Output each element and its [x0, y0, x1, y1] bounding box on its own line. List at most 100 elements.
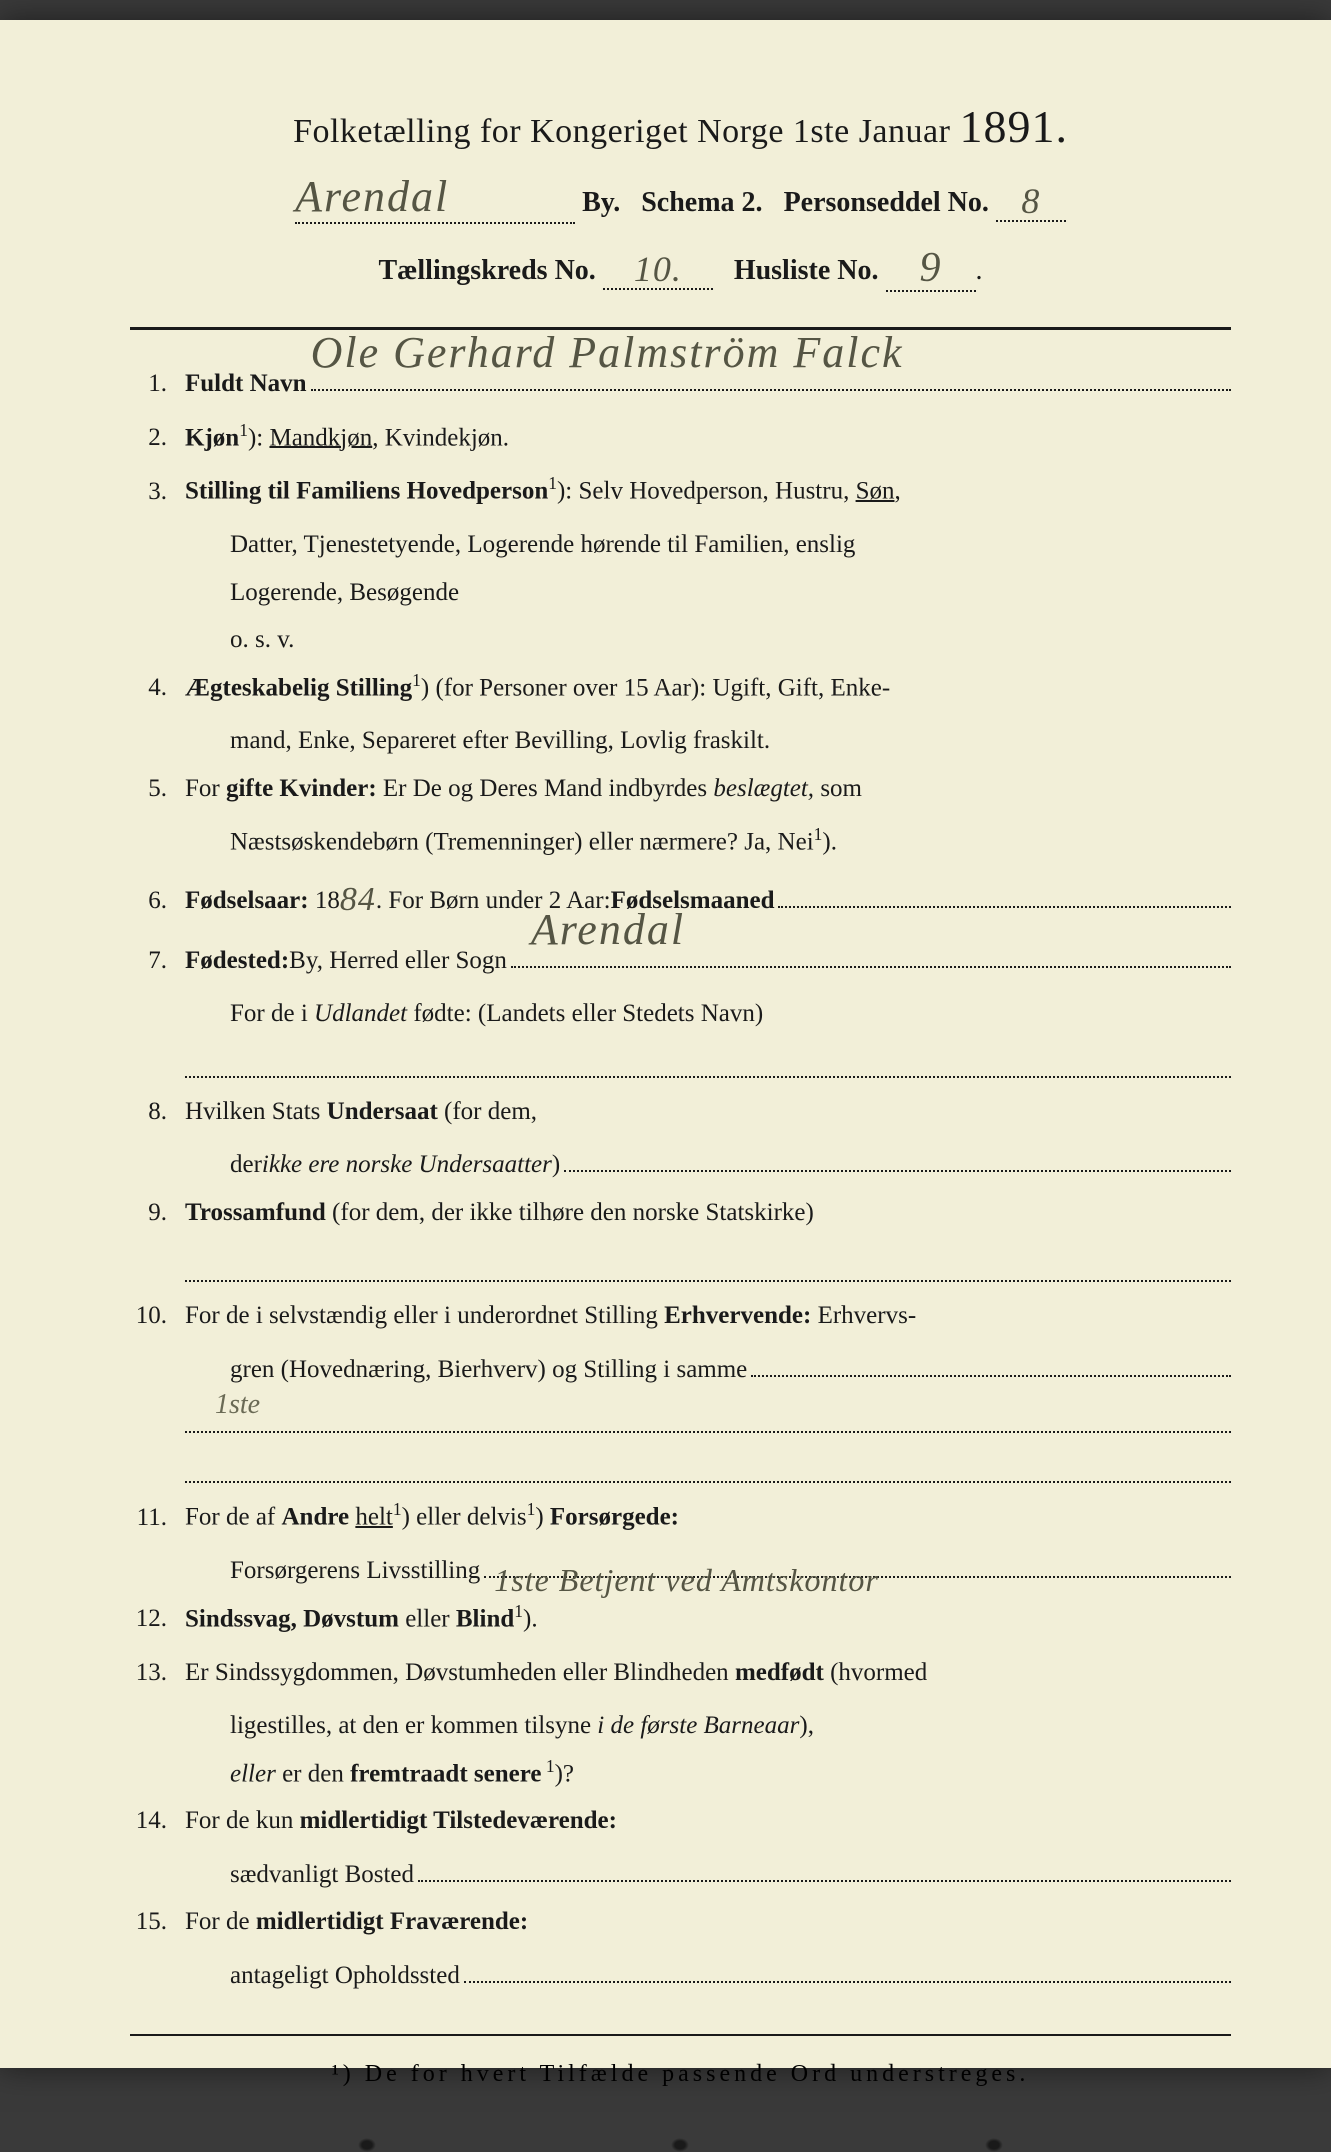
- city-field: Arendal: [295, 171, 575, 224]
- q10-hw: 1ste: [215, 1378, 260, 1431]
- q8-line2-wrap: der ikke ere norske Undersaatter): [130, 1141, 1231, 1189]
- q13-2it: i de første Barneaar: [597, 1712, 799, 1739]
- q6-content: Fødselsaar: 1884. For Børn under 2 Aar: …: [185, 866, 1231, 931]
- q3-line1b: ,: [894, 478, 900, 505]
- q5-pre: For: [185, 775, 226, 802]
- q13-3c: )?: [555, 1760, 574, 1787]
- q5-line2-wrap: Næstsøskendebørn (Tremenninger) eller næ…: [130, 818, 1231, 866]
- q12-label: Sindssvag, Døvstum: [185, 1605, 399, 1632]
- q7-end: fødte: (Landets eller Stedets Navn): [407, 1000, 763, 1027]
- q15-row: 15. For de midlertidigt Fraværende:: [130, 1898, 1231, 1946]
- q3-line1a: Selv Hovedperson, Hustru,: [579, 478, 856, 505]
- title-prefix: Folketælling for Kongeriget Norge 1ste J…: [293, 113, 950, 150]
- q2-row: 2. Kjøn1): Mandkjøn, Kvindekjøn.: [130, 414, 1231, 462]
- q13-3a: er den: [276, 1760, 350, 1787]
- by-label: By.: [582, 187, 620, 218]
- q6-prefix: 18: [315, 877, 340, 925]
- q7-label: Fødested:: [185, 937, 289, 985]
- personseddel-field: 8: [996, 178, 1066, 222]
- q10-1c: Erhvervs-: [811, 1302, 916, 1329]
- q10-blank: 1ste: [185, 1393, 1231, 1433]
- q4-num: 4.: [130, 664, 185, 712]
- q13-2b: ),: [799, 1712, 814, 1739]
- q15-1a: For de: [185, 1908, 256, 1935]
- q8-fill: [564, 1142, 1231, 1172]
- q13-line3-wrap: eller er den fremtraadt senere 1)?: [130, 1750, 1231, 1798]
- q11-field: 1ste Betjent ved Amtskontor: [484, 1548, 1231, 1578]
- q10-num: 10.: [130, 1292, 185, 1340]
- q7-line2: For de i: [230, 1000, 314, 1027]
- q13-num: 13.: [130, 1649, 185, 1697]
- q8-row: 8. Hvilken Stats Undersaat (for dem,: [130, 1088, 1231, 1136]
- q11-line2: Forsørgerens Livsstilling: [230, 1547, 480, 1595]
- q2-content: Kjøn1): Mandkjøn, Kvindekjøn.: [185, 414, 1231, 462]
- q6-year: 84: [340, 868, 376, 933]
- q8-2it: ikke ere norske Undersaatter: [262, 1141, 552, 1189]
- q11-row: 11. For de af Andre helt1) eller delvis1…: [130, 1493, 1231, 1541]
- personseddel-label: Personseddel No.: [784, 187, 989, 218]
- q4-line2: mand, Enke, Separeret efter Bevilling, L…: [130, 717, 1231, 765]
- ink-spot: [985, 2138, 1003, 2152]
- q11-line2-wrap: Forsørgerens Livsstilling 1ste Betjent v…: [130, 1547, 1231, 1595]
- q7-line2-wrap: For de i Udlandet fødte: (Landets eller …: [130, 990, 1231, 1038]
- q11-num: 11.: [130, 1494, 185, 1542]
- q7-content: Fødested: By, Herred eller Sogn Arendal: [185, 937, 1231, 985]
- q13-2a: ligestilles, at den er kommen tilsyne: [230, 1712, 597, 1739]
- q15-content: For de midlertidigt Fraværende:: [185, 1898, 1231, 1946]
- tkreds-value: 10.: [634, 249, 682, 289]
- q12-num: 12.: [130, 1595, 185, 1643]
- q3-content: Stilling til Familiens Hovedperson1): Se…: [185, 467, 1231, 515]
- footnote: ¹) De for hvert Tilfælde passende Ord un…: [130, 2061, 1231, 2088]
- q1-field: Ole Gerhard Palmström Falck: [311, 389, 1231, 391]
- q14-line2-wrap: sædvanligt Bosted: [130, 1851, 1231, 1899]
- q5-line1: Er De og Deres Mand indbyrdes: [377, 775, 714, 802]
- rule-bottom: [130, 2034, 1231, 2036]
- q1-value: Ole Gerhard Palmström Falck: [311, 311, 904, 395]
- q8-2: der: [230, 1141, 262, 1189]
- q5-row: 5. For gifte Kvinder: Er De og Deres Man…: [130, 765, 1231, 813]
- q3-line2: Datter, Tjenestetyende, Logerende hørend…: [130, 521, 1231, 569]
- q1-num: 1.: [130, 360, 185, 408]
- q10-1b: Erhvervende:: [664, 1302, 811, 1329]
- q13-1c: (hvormed: [824, 1659, 927, 1686]
- q2-num: 2.: [130, 414, 185, 462]
- q8-1c: (for dem,: [438, 1098, 537, 1125]
- husliste-label: Husliste No.: [734, 255, 879, 286]
- q9-num: 9.: [130, 1189, 185, 1237]
- q13-3b: fremtraadt senere: [350, 1760, 541, 1787]
- q5-num: 5.: [130, 765, 185, 813]
- ink-spot: [358, 2138, 376, 2152]
- q10-1a: For de i selvstændig eller i underordnet…: [185, 1302, 664, 1329]
- q5-content: For gifte Kvinder: Er De og Deres Mand i…: [185, 765, 1231, 813]
- q10-line2: gren (Hovednæring, Bierhverv) og Stillin…: [230, 1346, 747, 1394]
- q12-label2: Blind: [456, 1605, 514, 1632]
- q11-1d: ) eller delvis: [402, 1504, 527, 1531]
- q15-line2: antageligt Opholdssted: [230, 1952, 460, 2000]
- q4-content: Ægteskabelig Stilling1) (for Personer ov…: [185, 664, 1231, 712]
- schema-label: Schema 2.: [641, 187, 762, 218]
- q11-1e: ): [535, 1504, 550, 1531]
- q8-1b: Undersaat: [327, 1098, 438, 1125]
- ink-spot: [671, 2138, 689, 2152]
- q11-1c: helt: [355, 1504, 393, 1531]
- q15-num: 15.: [130, 1898, 185, 1946]
- q9-content: Trossamfund (for dem, der ikke tilhøre d…: [185, 1189, 1231, 1237]
- q8-content: Hvilken Stats Undersaat (for dem,: [185, 1088, 1231, 1136]
- q14-content: For de kun midlertidigt Tilstedeværende:: [185, 1797, 1231, 1845]
- q7-field: Arendal: [511, 938, 1231, 968]
- q11-content: For de af Andre helt1) eller delvis1) Fo…: [185, 1493, 1231, 1541]
- q10-blank2: [185, 1443, 1231, 1483]
- q8-num: 8.: [130, 1088, 185, 1136]
- q14-row: 14. For de kun midlertidigt Tilstedevære…: [130, 1797, 1231, 1845]
- q15-fill: [464, 1953, 1231, 1983]
- q12-row: 12. Sindssvag, Døvstum eller Blind1).: [130, 1595, 1231, 1643]
- q1-label: Fuldt Navn: [185, 360, 307, 408]
- q10-content: For de i selvstændig eller i underordnet…: [185, 1292, 1231, 1340]
- q3-selected: Søn: [856, 478, 895, 505]
- q7-value: Arendal: [531, 888, 685, 972]
- q9-blank: [185, 1242, 1231, 1282]
- q2-label: Kjøn: [185, 424, 239, 451]
- q5-bold: gifte Kvinder:: [226, 775, 377, 802]
- ink-spots: [130, 2138, 1231, 2152]
- q5-it: beslægtet,: [713, 775, 814, 802]
